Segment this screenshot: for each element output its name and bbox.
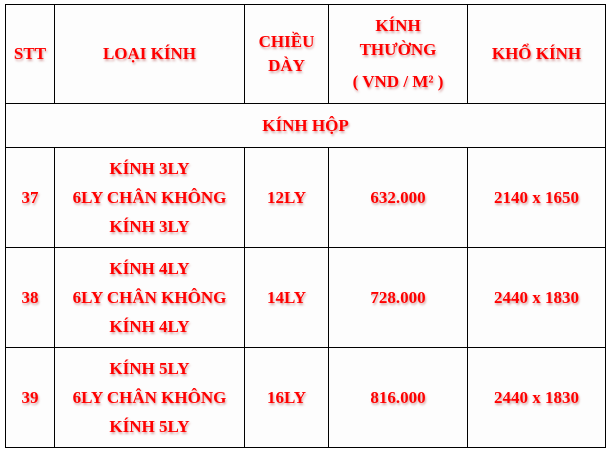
price-table: STT LOẠI KÍNH CHIỀU DÀY KÍNH THƯỜNG ( VND /…	[5, 4, 606, 448]
cell-loai: KÍNH 3LY 6LY CHÂN KHÔNG KÍNH 3LY	[54, 147, 245, 248]
header-line: DÀY	[268, 56, 305, 75]
line: 6LY CHÂN KHÔNG	[72, 188, 227, 207]
cell-day: 12LY	[244, 147, 329, 248]
header-chieu-day: CHIỀU DÀY	[244, 4, 329, 104]
header-line: CHIỀU	[258, 32, 315, 51]
header-line: THƯỜNG	[359, 40, 437, 59]
table-row: 38 KÍNH 4LY 6LY CHÂN KHÔNG KÍNH 4LY 14LY 7…	[5, 247, 606, 348]
table-row: 39 KÍNH 5LY 6LY CHÂN KHÔNG KÍNH 5LY 16LY 8…	[5, 347, 606, 448]
header-row: STT LOẠI KÍNH CHIỀU DÀY KÍNH THƯỜNG ( VND /…	[5, 4, 606, 104]
line: KÍNH 5LY	[109, 359, 190, 378]
cell-kho: 2440 x 1830	[467, 347, 606, 448]
header-loai-kinh: LOẠI KÍNH	[54, 4, 245, 104]
cell-loai: KÍNH 4LY 6LY CHÂN KHÔNG KÍNH 4LY	[54, 247, 245, 348]
cell-loai: KÍNH 5LY 6LY CHÂN KHÔNG KÍNH 5LY	[54, 347, 245, 448]
line: KÍNH 3LY	[109, 159, 190, 178]
cell-gia: 728.000	[328, 247, 468, 348]
cell-day: 16LY	[244, 347, 329, 448]
section-row: KÍNH HỘP	[5, 103, 606, 148]
header-line: ( VND / M² )	[352, 72, 444, 91]
cell-stt: 39	[5, 347, 55, 448]
line: KÍNH 5LY	[109, 417, 190, 436]
header-stt: STT	[5, 4, 55, 104]
line: KÍNH 4LY	[109, 259, 190, 278]
cell-day: 14LY	[244, 247, 329, 348]
cell-stt: 37	[5, 147, 55, 248]
cell-gia: 632.000	[328, 147, 468, 248]
header-kinh-thuong: KÍNH THƯỜNG ( VND / M² )	[328, 4, 468, 104]
line: KÍNH 3LY	[109, 217, 190, 236]
cell-gia: 816.000	[328, 347, 468, 448]
header-line: KÍNH	[375, 16, 421, 35]
line: KÍNH 4LY	[109, 317, 190, 336]
line: 6LY CHÂN KHÔNG	[72, 388, 227, 407]
cell-stt: 38	[5, 247, 55, 348]
section-title: KÍNH HỘP	[5, 103, 606, 148]
cell-kho: 2440 x 1830	[467, 247, 606, 348]
header-kho-kinh: KHỔ KÍNH	[467, 4, 606, 104]
line: 6LY CHÂN KHÔNG	[72, 288, 227, 307]
table-row: 37 KÍNH 3LY 6LY CHÂN KHÔNG KÍNH 3LY 12LY 6…	[5, 147, 606, 248]
cell-kho: 2140 x 1650	[467, 147, 606, 248]
